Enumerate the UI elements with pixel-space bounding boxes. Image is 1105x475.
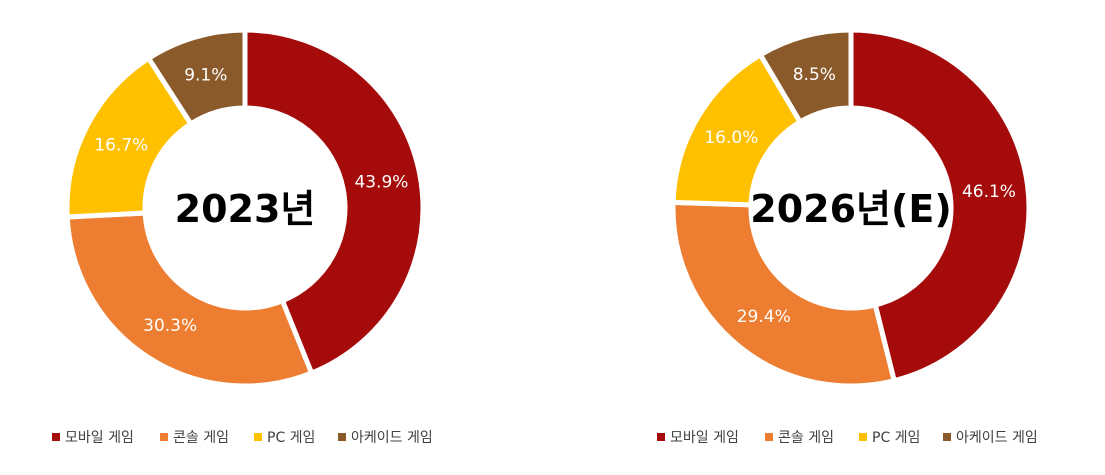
legend-swatch-2-2 xyxy=(765,433,773,441)
slice-1-1 xyxy=(242,27,426,377)
legend-swatch-2-3 xyxy=(859,433,867,441)
slice-label-1-4: 9.1% xyxy=(184,66,227,86)
center-label-1: 2023년 xyxy=(175,187,316,231)
slice-1-4 xyxy=(145,27,248,128)
slice-2-1 xyxy=(848,27,1032,384)
legend-swatch-1-1 xyxy=(52,433,60,441)
slice-label-2-2: 29.4% xyxy=(737,307,791,327)
legend-label-2-4: 아케이드 게임 xyxy=(956,430,1038,446)
legend-1: 모바일 게임 콘솔 게임 PC 게임 아케이드 게임 xyxy=(52,430,433,446)
slice-label-2-1: 46.1% xyxy=(962,182,1016,202)
legend-swatch-2-1 xyxy=(657,433,665,441)
legend-label-2-3: PC 게임 xyxy=(872,430,920,446)
legend-swatch-1-4 xyxy=(338,433,346,441)
slice-label-1-1: 43.9% xyxy=(354,173,408,193)
legend-swatch-1-2 xyxy=(160,433,168,441)
legend-label-1-4: 아케이드 게임 xyxy=(351,430,433,446)
slice-label-2-3: 16.0% xyxy=(704,128,758,148)
legend-label-1-2: 콘솔 게임 xyxy=(173,430,229,446)
slice-label-2-4: 8.5% xyxy=(793,65,836,85)
legend-label-2-1: 모바일 게임 xyxy=(670,430,739,446)
legend-2: 모바일 게임 콘솔 게임 PC 게임 아케이드 게임 xyxy=(657,430,1038,446)
slice-2-4 xyxy=(756,27,854,126)
slice-2-2 xyxy=(670,199,898,389)
slice-1-2 xyxy=(64,210,315,389)
legend-label-1-1: 모바일 게임 xyxy=(65,430,134,446)
legend-label-2-2: 콘솔 게임 xyxy=(778,430,834,446)
donut-chart-2: 46.1% 29.4% 16.0% 8.5% 2026년(E) 모바일 게임 콘솔 게임 PC… xyxy=(657,27,1038,446)
center-label-2: 2026년(E) xyxy=(750,187,951,231)
legend-swatch-2-4 xyxy=(943,433,951,441)
slice-label-1-2: 30.3% xyxy=(143,316,197,336)
legend-label-1-3: PC 게임 xyxy=(267,430,315,446)
slice-label-1-3: 16.7% xyxy=(94,136,148,156)
legend-swatch-1-3 xyxy=(254,433,262,441)
